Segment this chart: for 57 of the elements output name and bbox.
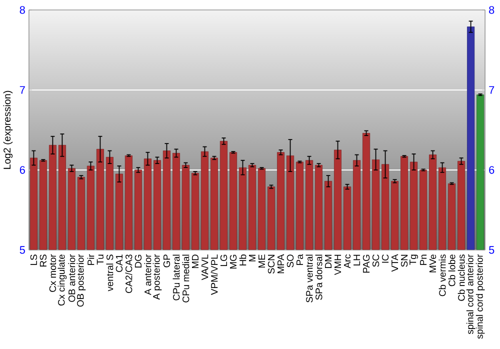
x-tick-label: Pir [87, 254, 94, 266]
x-tick-label: CPu lateral [172, 255, 180, 301]
y2-tick-label: 5 [489, 246, 494, 254]
x-tick-label: OB anterior [68, 254, 76, 302]
y-tick-label: 6 [20, 166, 25, 174]
x-tick-label: SPa ventral [306, 255, 313, 303]
x-tick-label: spinal cord posterior [476, 254, 485, 339]
x-tick-label: SCN [268, 255, 275, 274]
x-tick-label: IC [382, 254, 389, 263]
x-tick-label: CA2/CA3 [125, 254, 132, 294]
x-tick-label: Hb [239, 254, 246, 266]
x-tick-label: SO [286, 254, 294, 268]
x-tick-label: CPu medial [182, 255, 190, 303]
x-tick-label: A posterior [152, 254, 162, 300]
x-tick-label: RS [40, 254, 47, 267]
x-tick-label: spinal cord anterior [466, 254, 476, 334]
x-tick-label: A anterior [144, 254, 152, 296]
y-tick-label: 7 [20, 86, 25, 94]
y2-tick-label: 8 [489, 6, 494, 14]
x-tick-label: Cb vermis [438, 254, 446, 296]
x-tick-label: Cb lobe [448, 254, 456, 286]
x-tick-label: MG [230, 255, 237, 269]
x-tick-label: Cb nucleus [458, 254, 465, 302]
y2-tick-label: 7 [489, 86, 494, 94]
x-tick-label: SC [372, 254, 380, 268]
x-tick-label: ventral S [106, 254, 114, 292]
x-tick-label: VA/VL [201, 254, 208, 280]
x-tick-label: Tu [96, 254, 104, 265]
x-tick-label: Cx cingulate [58, 254, 67, 306]
x-tick-label: Pa [296, 254, 304, 266]
x-tick-label: VPM/VPL [210, 254, 218, 296]
y2-tick-label: 6 [489, 166, 494, 174]
x-tick-label: PAG [362, 255, 370, 273]
x-tick-label: OB posterior [76, 254, 86, 307]
x-tick-label: Cx motor [49, 254, 56, 292]
x-tick-label: LS [30, 254, 38, 266]
x-tick-label: Tg [410, 254, 418, 266]
y-tick-label: 5 [20, 246, 25, 254]
x-tick-label: Arc [344, 254, 351, 268]
x-tick-label: MPA [278, 254, 284, 274]
y-axis-title: Log2 (expression) [3, 91, 13, 170]
y-tick-label: 8 [20, 6, 25, 14]
x-tick-label: M [249, 255, 256, 262]
x-tick-label: MVe [430, 254, 436, 272]
x-tick-label: CA1 [116, 254, 123, 272]
x-tick-label: DG [134, 255, 142, 268]
x-tick-label: Pn [420, 254, 427, 266]
x-tick-label: SPa dorsal [315, 255, 322, 300]
x-tick-label: DM [325, 255, 332, 268]
x-tick-label: GP [163, 254, 170, 268]
x-tick-label: VTA [392, 254, 398, 272]
x-tick-label: MD [192, 254, 198, 268]
x-tick-label: ME [258, 254, 265, 268]
x-tick-label: LG [220, 255, 228, 266]
x-tick-label: SN [400, 255, 408, 268]
x-tick-label: LH [354, 255, 360, 266]
x-tick-label: VMH [334, 255, 342, 276]
